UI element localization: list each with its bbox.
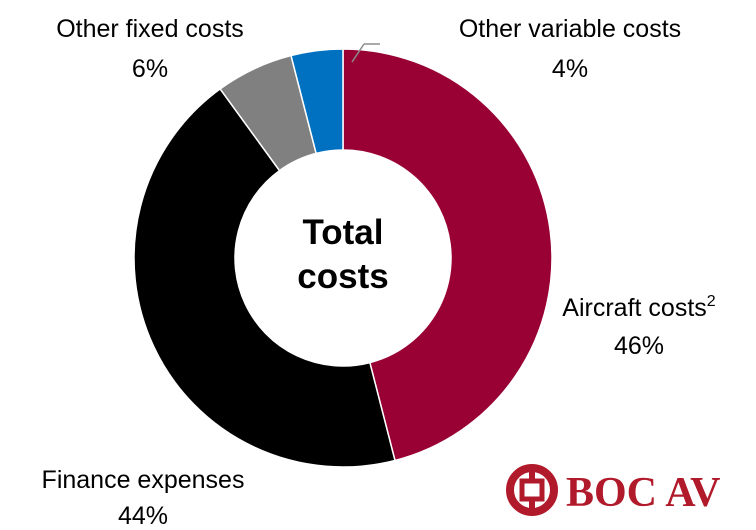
slice-label-other-variable-name: Other variable costs — [459, 15, 681, 43]
slice-label-finance-value: 44% — [118, 502, 168, 530]
slice-label-aircraft-value: 46% — [614, 332, 664, 360]
leader-line-other-variable — [351, 43, 365, 63]
slice-label-aircraft-name: Aircraft costs2 — [562, 293, 715, 322]
logo-emblem-stem-top — [529, 466, 535, 481]
donut-slices — [133, 48, 553, 468]
logo-text: BOC AV — [566, 470, 720, 516]
slice-label-other-variable-value: 4% — [552, 55, 588, 83]
center-label-line-1: Total — [302, 213, 383, 252]
donut-slice-aircraft-costs — [342, 48, 553, 462]
aircraft-superscript: 2 — [707, 293, 716, 310]
logo-emblem-stem-bottom — [529, 499, 535, 514]
slice-label-other-fixed-value: 6% — [132, 55, 168, 83]
center-label-line-2: costs — [297, 257, 388, 296]
donut-slice-other-variable-costs — [290, 48, 344, 155]
slice-label-finance-name: Finance expenses — [42, 466, 245, 494]
logo-emblem-square — [519, 478, 545, 502]
aircraft-name-text: Aircraft costs — [562, 294, 706, 322]
donut-slice-finance-expenses — [133, 87, 396, 468]
slice-label-other-fixed-name: Other fixed costs — [56, 15, 244, 43]
boc-aviation-logo: BOC AV — [506, 464, 720, 516]
